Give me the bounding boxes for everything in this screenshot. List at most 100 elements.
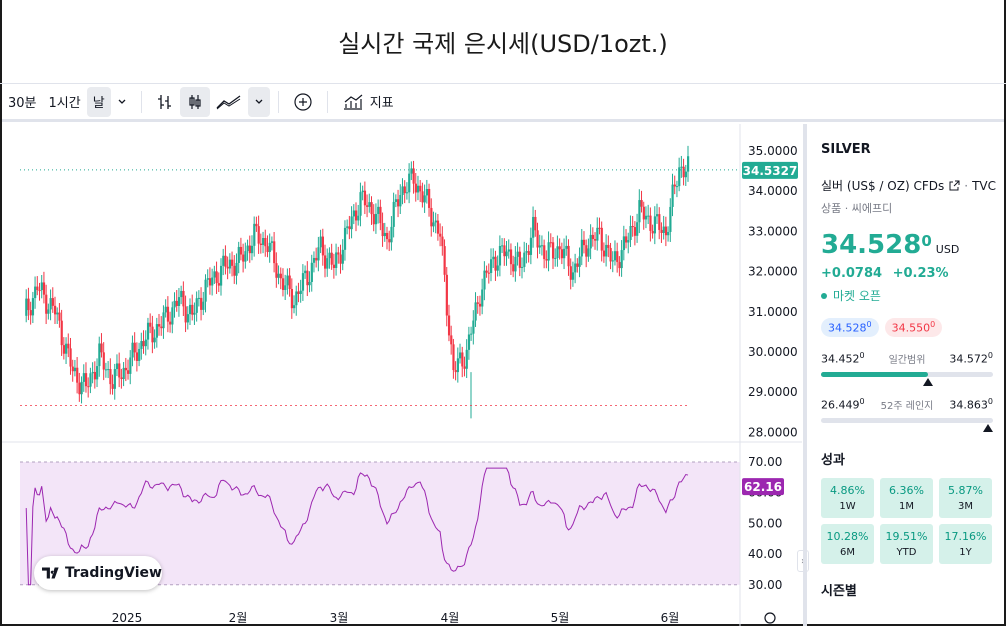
price-currency: USD — [935, 243, 960, 256]
price-candle — [366, 205, 369, 207]
performance-value: 5.87% — [948, 483, 983, 497]
external-link-icon[interactable] — [948, 180, 960, 192]
price-candle — [640, 200, 643, 207]
price-candle — [368, 202, 371, 207]
performance-cell[interactable]: 19.51% YTD — [880, 523, 933, 564]
price-candle — [408, 173, 411, 193]
price-candle — [279, 273, 282, 279]
price-candle — [222, 255, 225, 266]
performance-cell[interactable]: 17.16% 1Y — [939, 523, 992, 564]
price-candle — [618, 262, 621, 269]
price-candle — [343, 227, 347, 250]
price-candle — [98, 343, 101, 367]
ask-value: 34.550 — [891, 321, 931, 335]
price-candle — [388, 239, 391, 243]
price-candle — [208, 278, 212, 286]
current-price: 34.528 0 USD — [821, 230, 1004, 260]
performance-cell[interactable]: 5.87% 3M — [939, 477, 992, 518]
day-range-label: 일간범위 — [888, 354, 926, 366]
performance-cell[interactable]: 4.86% 1W — [821, 477, 874, 518]
performance-cell[interactable]: 6.36% 1M — [880, 477, 933, 518]
price-candle — [445, 274, 448, 316]
price-candle — [149, 322, 152, 327]
price-candle — [120, 377, 123, 380]
chart-area[interactable]: 35.0000 34.0000 33.0000 32.0000 31.0000 30.00… — [2, 124, 802, 626]
performance-cell[interactable]: 10.28% 6M — [821, 523, 874, 564]
area-style-icon[interactable] — [210, 87, 248, 117]
price-candle — [459, 352, 462, 359]
price-candle — [390, 226, 393, 243]
price-candle — [527, 251, 530, 255]
price-candle — [47, 309, 50, 314]
price-candle — [474, 302, 477, 321]
price-candle — [204, 279, 207, 302]
price-candle — [202, 301, 205, 310]
price-candle — [319, 236, 322, 248]
price-axis-label: 29.0000 — [748, 385, 798, 399]
indicators-button[interactable]: 지표 — [336, 87, 400, 117]
bars-style-icon[interactable] — [150, 87, 180, 117]
week52-range-bar — [821, 417, 993, 432]
chart-style-chevron-icon[interactable] — [247, 86, 270, 117]
indicators-label: 지표 — [369, 96, 394, 111]
price-candle — [171, 307, 174, 325]
candles-style-icon[interactable] — [179, 86, 210, 117]
interval-dropdown-chevron-icon[interactable] — [111, 87, 133, 117]
price-candle — [507, 249, 510, 252]
price-fraction: 0 — [921, 232, 932, 250]
price-candle — [551, 242, 555, 259]
price-candle — [109, 369, 112, 385]
price-candle — [113, 369, 116, 389]
price-candle — [598, 227, 601, 229]
ask-fraction: 0 — [930, 320, 936, 329]
price-candle — [146, 322, 150, 340]
interval-1h-button[interactable]: 1시간 — [48, 96, 81, 111]
time-axis-label: 4월 — [441, 611, 460, 625]
price-candle — [306, 270, 309, 286]
price-candle — [450, 335, 453, 345]
price-candle — [405, 192, 409, 194]
price-candle — [525, 251, 528, 253]
price-candle — [487, 272, 490, 274]
rsi-value-badge — [742, 478, 784, 496]
price-candle — [231, 259, 234, 266]
price-candle — [96, 366, 99, 380]
price-candle — [664, 226, 668, 236]
price-candle — [534, 216, 537, 231]
price-candle — [76, 367, 79, 383]
bid-price: 34.5280 — [821, 318, 879, 337]
seasonal-heading[interactable]: 시즌별 — [821, 583, 857, 599]
price-candle — [118, 363, 121, 378]
price-candle — [647, 215, 650, 217]
price-candle — [633, 227, 637, 236]
price-candle — [228, 259, 232, 269]
price-chart[interactable]: 35.0000 34.0000 33.0000 32.0000 31.0000 30.00… — [2, 124, 802, 626]
day-range-marker-icon — [922, 377, 933, 386]
day-range-bar — [821, 371, 993, 386]
price-candle — [246, 245, 249, 252]
time-axis-label: 2월 — [229, 611, 248, 625]
price-candle — [275, 263, 278, 278]
price-candle — [328, 252, 331, 259]
price-candle — [242, 254, 245, 262]
price-axis-label: 35.0000 — [748, 144, 798, 158]
add-compare-icon[interactable] — [287, 87, 319, 117]
day-high-value: 34.572 — [949, 352, 988, 366]
price-candle — [452, 344, 455, 371]
interval-30m-button[interactable]: 30분 — [8, 96, 37, 111]
price-candle — [127, 370, 130, 374]
price-candle — [219, 265, 223, 286]
price-candle — [516, 251, 519, 257]
price-candle — [213, 271, 216, 278]
price-value: 34.528 — [821, 230, 922, 260]
price-candle — [335, 252, 338, 268]
price-candle — [607, 244, 610, 248]
interval-day-button[interactable]: 날 — [86, 86, 111, 117]
price-candle — [361, 190, 364, 193]
price-candle — [600, 227, 603, 251]
tradingview-logo[interactable]: TradingView — [34, 556, 162, 590]
price-candle — [51, 298, 54, 306]
price-candle — [200, 297, 203, 310]
price-change: +0.0784 +0.23% — [821, 266, 1004, 281]
price-candle — [115, 363, 119, 370]
